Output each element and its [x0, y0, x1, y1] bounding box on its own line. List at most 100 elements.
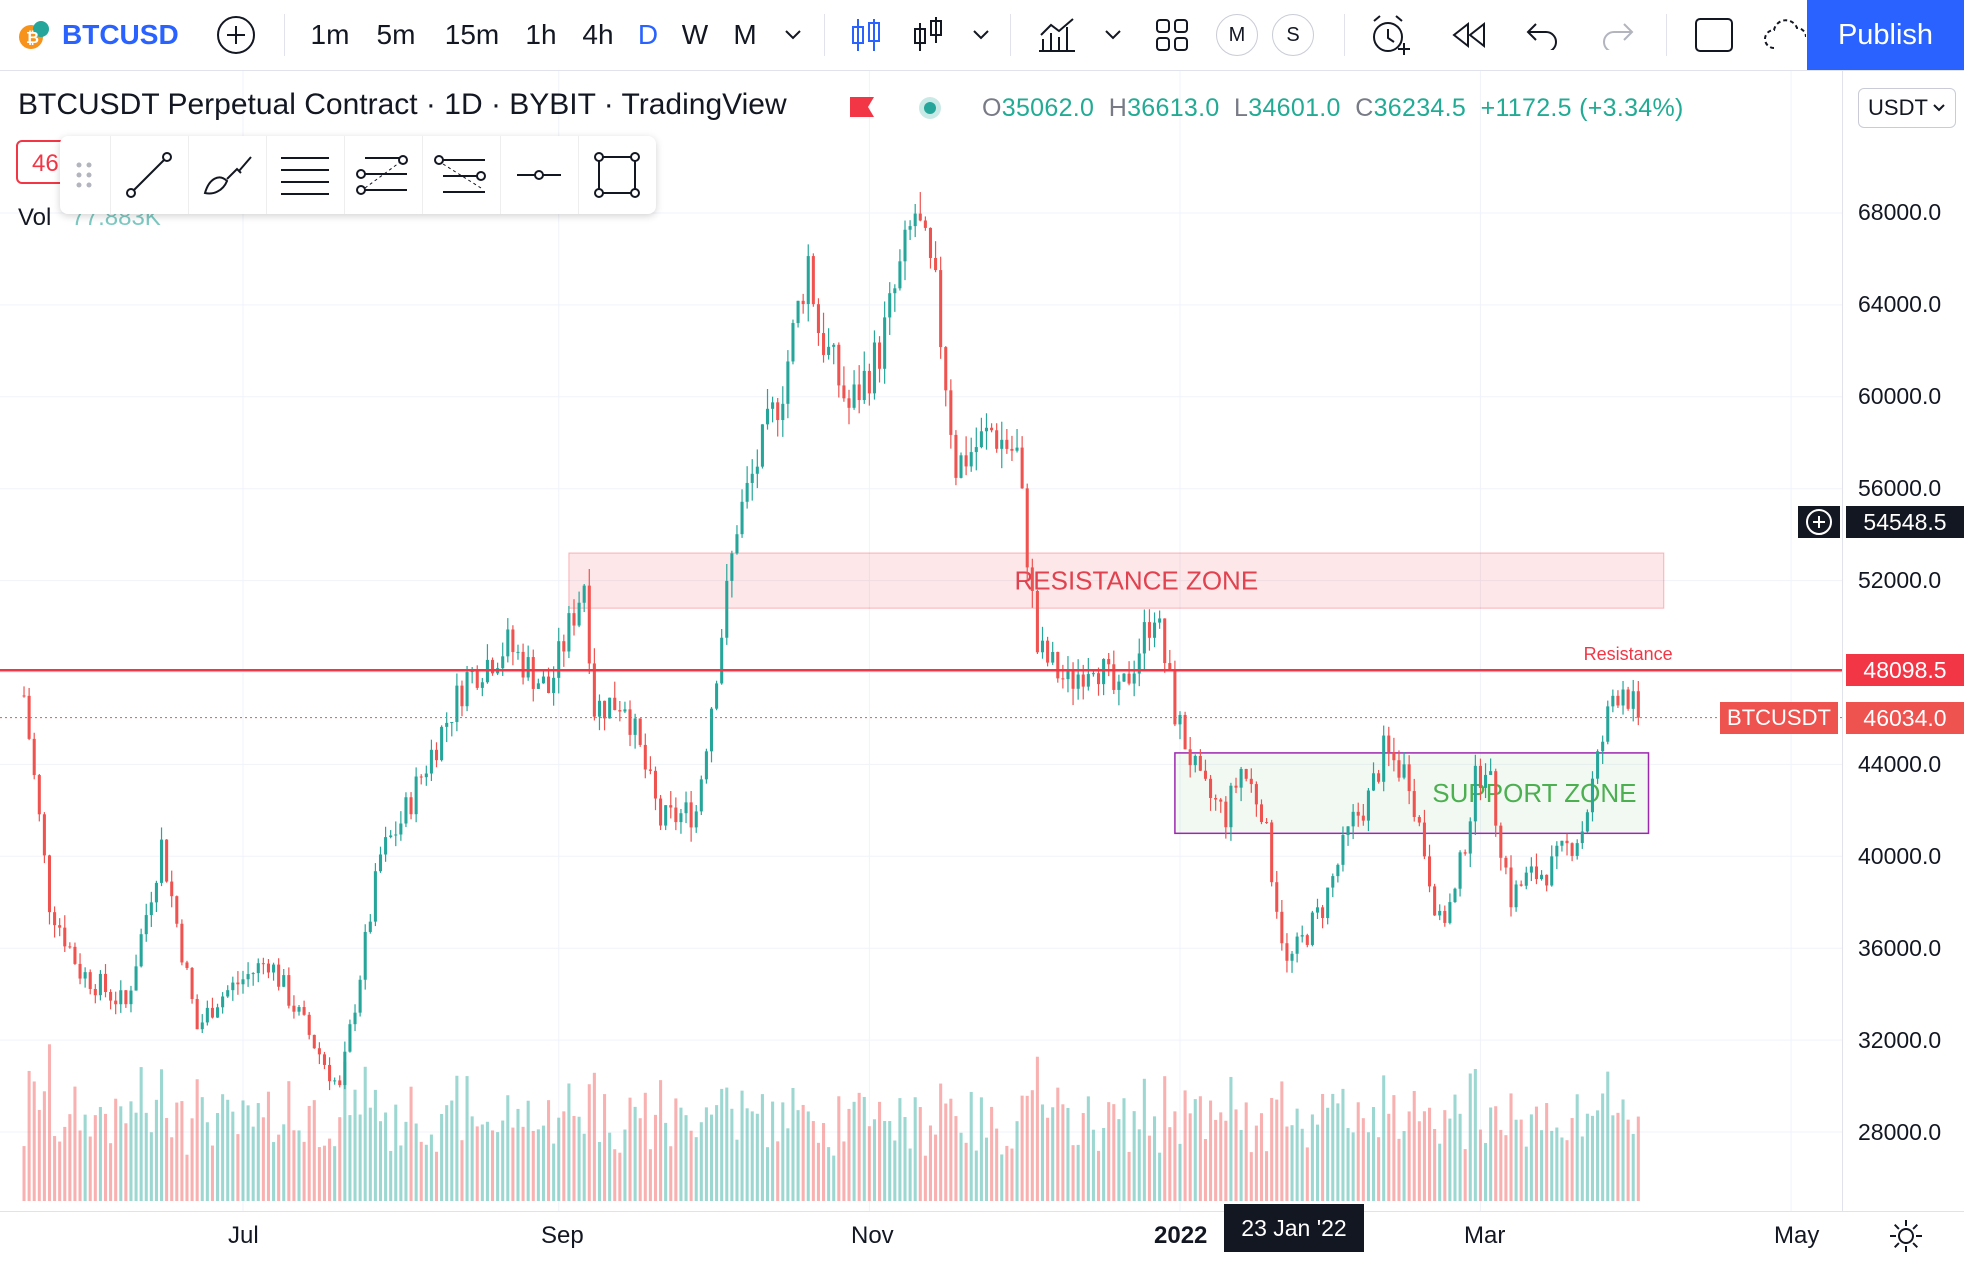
publish-button[interactable]: Publish	[1807, 0, 1964, 70]
chart-pane[interactable]: RESISTANCE ZONE SUPPORT ZONE Resistance	[0, 71, 1842, 1211]
interval-d[interactable]: D	[637, 19, 659, 50]
volume-bar	[959, 1132, 963, 1201]
undo-icon[interactable]	[1522, 0, 1562, 70]
candle-body	[394, 834, 398, 836]
candles-icon[interactable]	[846, 0, 886, 70]
candle-body	[781, 403, 785, 421]
compare-m-button[interactable]: M	[1214, 0, 1260, 70]
candle-body	[1096, 673, 1101, 685]
candle-body	[669, 805, 673, 808]
time-axis[interactable]	[0, 1211, 1964, 1263]
volume-bar	[572, 1115, 576, 1201]
symbol-search-button[interactable]: BTCUSD	[62, 19, 179, 50]
interval-w[interactable]: W	[681, 19, 709, 50]
vol-label: Vol	[18, 204, 52, 231]
price-axis[interactable]	[1842, 71, 1964, 1211]
candle-body	[434, 749, 439, 761]
volume-bar	[1071, 1145, 1075, 1201]
candle-body	[923, 220, 927, 228]
compare-s-button[interactable]: S	[1270, 0, 1316, 70]
volume-bar	[1514, 1119, 1518, 1201]
volume-bar	[221, 1094, 225, 1201]
candle-body	[322, 1054, 327, 1065]
candle-body	[618, 710, 622, 712]
add-symbol-icon[interactable]	[214, 0, 258, 70]
interval-4h[interactable]: 4h	[582, 19, 614, 50]
alarm-add-icon[interactable]	[1366, 0, 1416, 70]
add-alert-icon[interactable]	[1798, 506, 1840, 538]
volume-bar	[185, 1154, 189, 1201]
redo-icon[interactable]	[1598, 0, 1638, 70]
price-chart[interactable]: RESISTANCE ZONE SUPPORT ZONE Resistance	[0, 71, 1842, 1211]
trend-line-icon[interactable]	[110, 136, 187, 214]
candle-body	[1010, 448, 1014, 451]
resistance-zone-label: RESISTANCE ZONE	[1015, 566, 1259, 596]
volume-bar	[1056, 1087, 1060, 1201]
volume-bar	[297, 1130, 301, 1201]
fullscreen-icon[interactable]	[1692, 0, 1736, 70]
chevron-down-icon[interactable]	[778, 0, 808, 70]
bars-icon[interactable]	[908, 0, 948, 70]
candle-body	[771, 402, 775, 409]
fib-retracement-icon[interactable]	[344, 136, 421, 214]
interval-1h[interactable]: 1h	[525, 19, 557, 50]
candle-body	[328, 1064, 332, 1082]
volume-bar	[806, 1111, 810, 1201]
candle-body	[1392, 752, 1396, 761]
candle-body	[1020, 447, 1024, 489]
horizontal-lines-icon[interactable]	[266, 136, 343, 214]
candle-body	[567, 613, 571, 652]
volume-bar	[1173, 1111, 1177, 1201]
rectangle-icon[interactable]	[578, 136, 655, 214]
candle-body	[363, 931, 367, 980]
candle-body	[776, 402, 780, 421]
candle-body	[159, 839, 164, 883]
drag-handle-icon[interactable]	[60, 136, 108, 214]
volume-bar	[1590, 1115, 1595, 1201]
candle-body	[725, 580, 729, 638]
volume-bar	[1061, 1104, 1065, 1201]
replay-icon[interactable]	[1446, 0, 1490, 70]
settings-icon[interactable]	[1888, 1218, 1924, 1254]
candle-body	[307, 1014, 311, 1035]
layout-grid-icon[interactable]	[1152, 0, 1192, 70]
volume-bar	[485, 1121, 489, 1201]
volume-bar	[1611, 1115, 1615, 1201]
volume-bar	[1158, 1152, 1162, 1201]
chevron-down-icon[interactable]	[1098, 0, 1128, 70]
horizontal-ray-icon[interactable]	[500, 136, 577, 214]
candle-body	[1249, 778, 1253, 785]
chevron-down-icon[interactable]	[966, 0, 996, 70]
separator	[284, 14, 285, 56]
candle-body	[1086, 674, 1090, 687]
volume-bar	[771, 1101, 775, 1201]
volume-bar	[653, 1114, 658, 1201]
interval-15m[interactable]: 15m	[444, 19, 500, 50]
volume-bar	[277, 1134, 281, 1201]
candle-body	[1244, 768, 1248, 779]
indicators-icon[interactable]	[1034, 0, 1078, 70]
order-input[interactable]: 46	[16, 140, 66, 184]
volume-bar	[440, 1113, 444, 1201]
parallel-channel-icon[interactable]	[422, 136, 499, 214]
candle-body	[1377, 773, 1381, 782]
volume-bar	[246, 1105, 250, 1201]
compare-m-label: M	[1216, 14, 1258, 56]
candle-body	[98, 973, 102, 996]
interval-1m[interactable]: 1m	[310, 19, 350, 50]
cloud-save-icon[interactable]	[1762, 0, 1806, 70]
price-tick: 36000.0	[1858, 935, 1942, 961]
candle-body	[954, 434, 958, 478]
currency-select[interactable]: USDT	[1858, 88, 1956, 128]
candle-body	[1107, 658, 1111, 665]
volume-bar	[470, 1116, 474, 1201]
candle-body	[83, 972, 87, 979]
candle-body	[53, 912, 57, 926]
flag-icon[interactable]	[850, 97, 874, 117]
interval-m[interactable]: M	[733, 19, 757, 50]
candle-body	[1346, 826, 1350, 836]
interval-5m[interactable]: 5m	[376, 19, 416, 50]
candle-body	[995, 430, 999, 449]
resistance-price-label: 48098.5	[1846, 654, 1964, 686]
brush-icon[interactable]	[188, 136, 265, 214]
